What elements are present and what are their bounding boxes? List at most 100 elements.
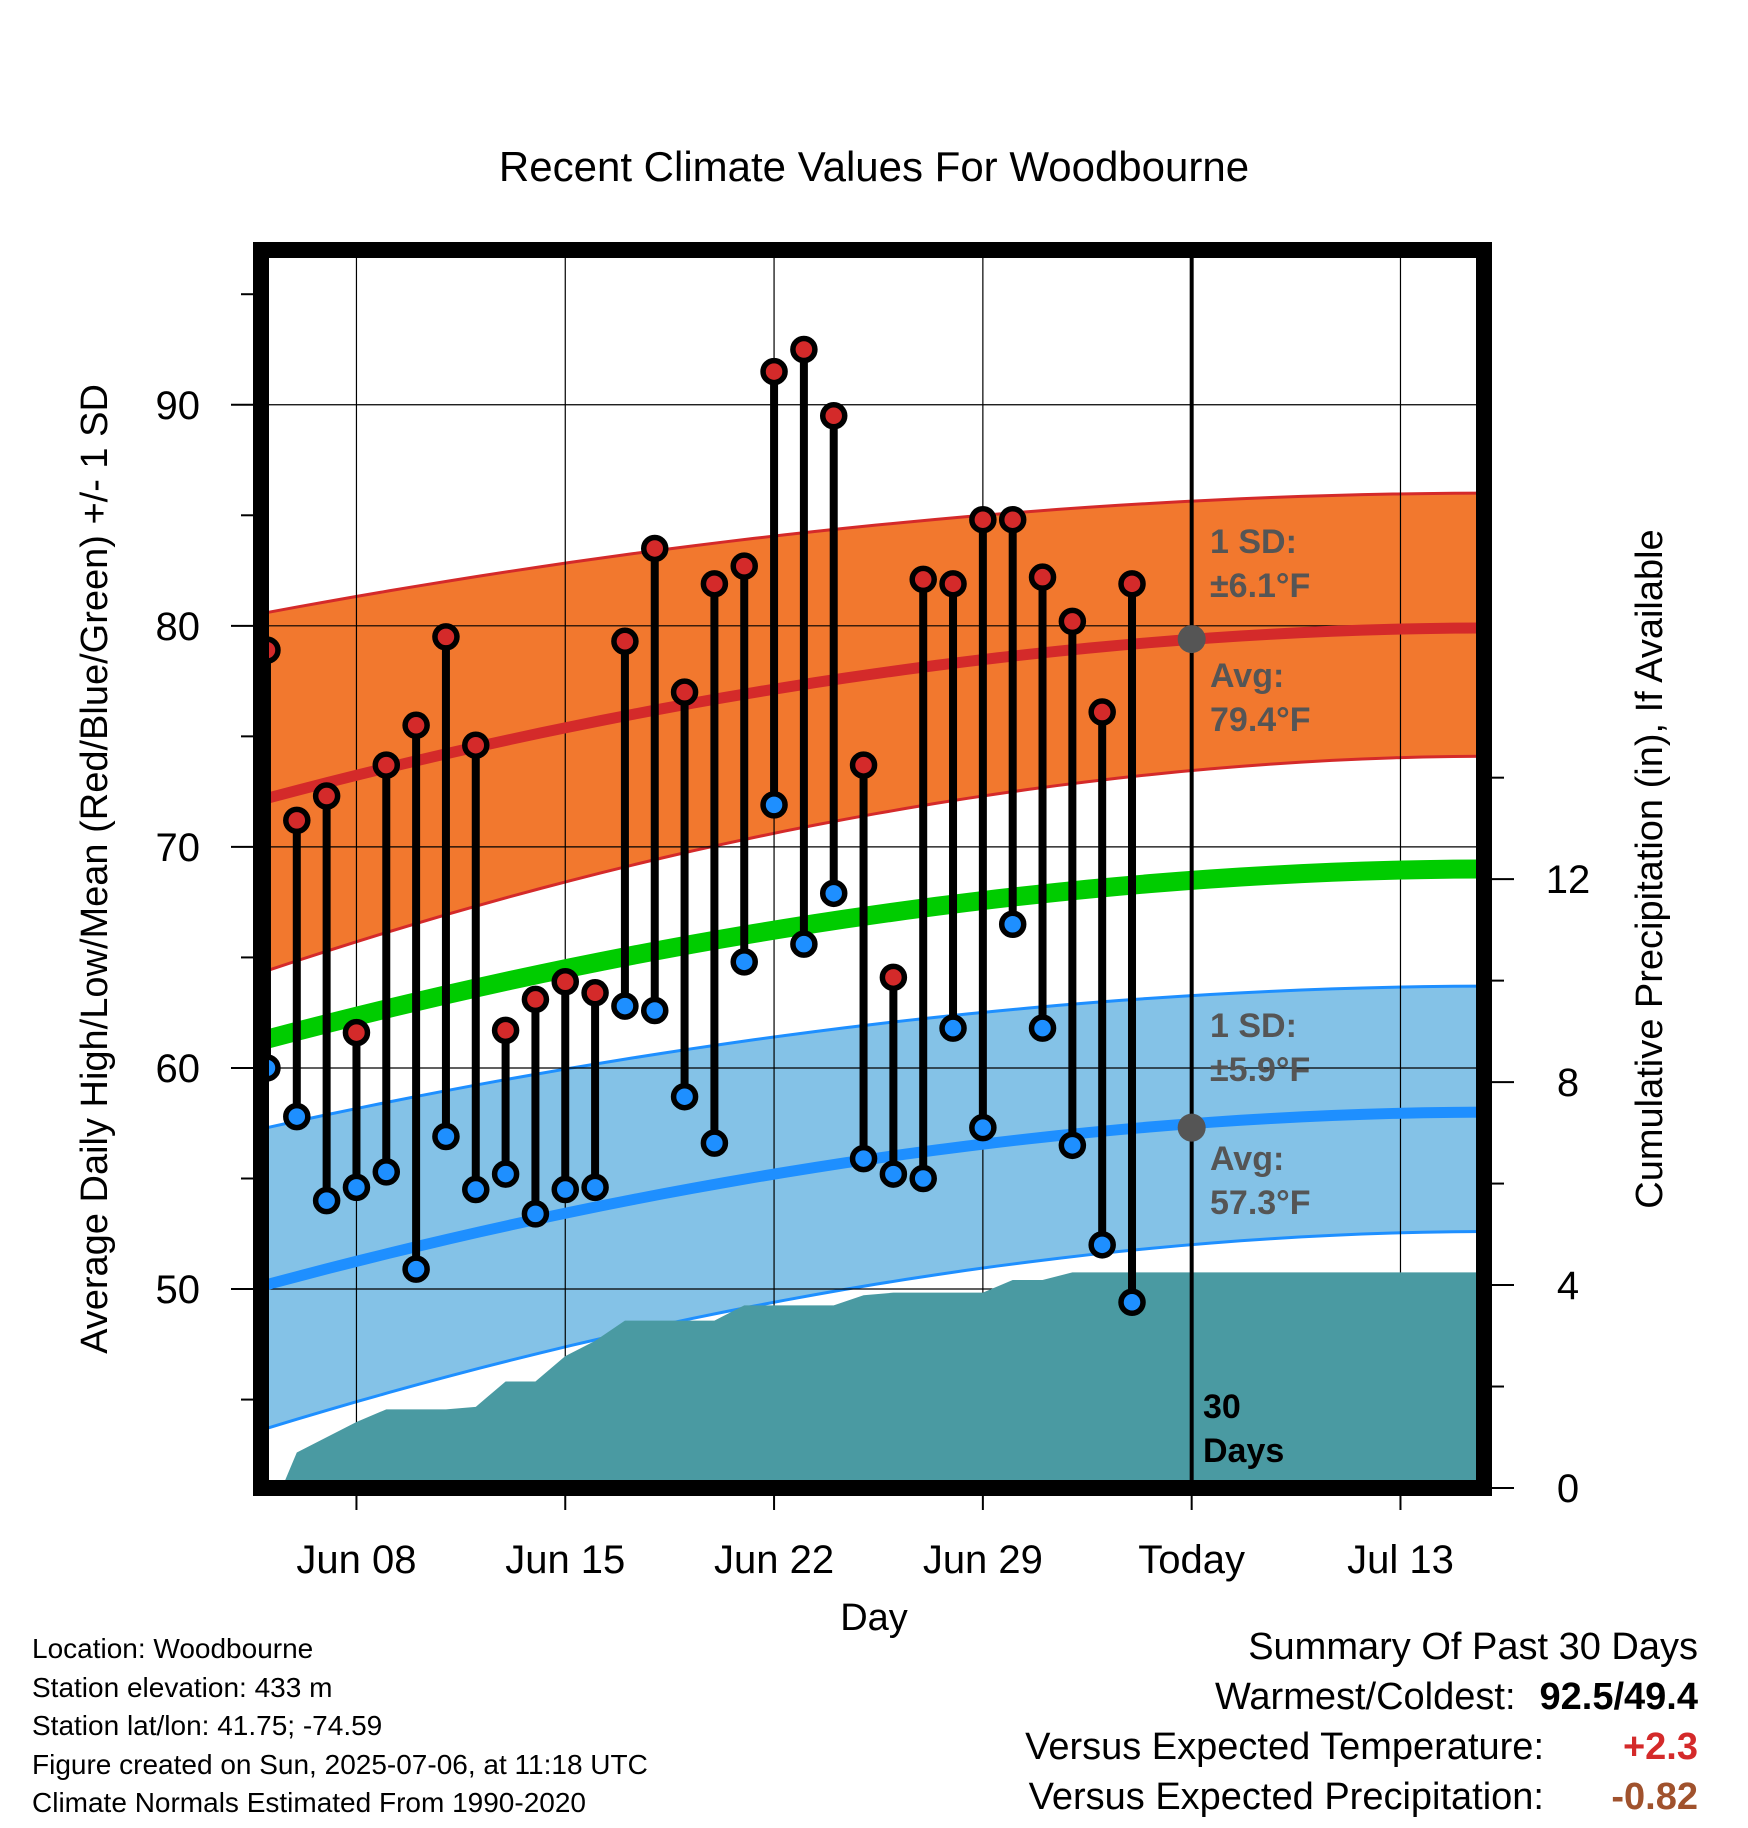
low-point-4 (372, 1158, 401, 1186)
y-left-tick-label-4: 90 (156, 384, 201, 428)
low-sd-band-lower-edge (266, 1230, 1484, 1430)
normal-mean-line (264, 859, 1484, 1049)
elevation-text: Station elevation: 433 m (32, 1671, 333, 1703)
low-point-9 (521, 1200, 550, 1228)
normals-text: Climate Normals Estimated From 1990-2020 (32, 1787, 586, 1818)
low-point-26 (1028, 1014, 1057, 1042)
temp-row: Versus Expected Temperature: +2.3 (1025, 1722, 1698, 1772)
high-point-11 (581, 979, 609, 1007)
high-point-12 (611, 627, 639, 656)
y-right-tick-label-1: 4 (1557, 1264, 1579, 1308)
plot-frame (253, 242, 1492, 1496)
chart-title: Recent Climate Values For Woodbourne (499, 143, 1249, 190)
high-point-14 (670, 678, 699, 706)
high-point-22 (909, 565, 937, 594)
high-point-17 (760, 357, 788, 386)
warm-cold-row: Warmest/Coldest: 92.5/49.4 (1025, 1672, 1698, 1722)
low-point-27 (1058, 1131, 1087, 1160)
low-point-7 (462, 1175, 490, 1204)
created-text: Figure created on Sun, 2025-07-06, at 11… (32, 1748, 648, 1780)
high-point-26 (1028, 563, 1057, 591)
high-point-28 (1088, 698, 1116, 726)
normal-bands (266, 491, 1484, 1430)
today-avg-high-marker (1177, 625, 1206, 654)
low-point-19 (819, 879, 848, 908)
y-left-tick-label-0: 50 (156, 1268, 201, 1312)
x-tick-label-3: Jun 29 (923, 1538, 1043, 1582)
high-sd-band-upper-edge (266, 491, 1484, 615)
low-sd-value: ±5.9°F (1210, 1051, 1310, 1089)
low-point-22 (909, 1164, 937, 1193)
high-point-9 (521, 985, 550, 1014)
high-avg-value: 79.4°F (1210, 701, 1311, 739)
high-point-24 (969, 505, 997, 534)
precipitation-area (281, 1272, 1484, 1488)
x-axis-label: Day (840, 1597, 908, 1639)
x-tick-label-0: Jun 08 (296, 1538, 416, 1582)
high-point-5 (402, 711, 430, 740)
low-point-1 (283, 1102, 311, 1131)
high-sd-label: 1 SD: (1210, 523, 1297, 561)
low-avg-label: Avg: (1210, 1140, 1284, 1178)
y-right-tick-label-2: 8 (1557, 1061, 1579, 1105)
precip-row: Versus Expected Precipitation: -0.82 (1025, 1772, 1698, 1822)
high-sd-value: ±6.1°F (1210, 567, 1310, 605)
precip-area-fill (281, 1272, 1484, 1488)
high-point-1 (283, 806, 311, 835)
low-point-13 (640, 996, 669, 1025)
y-left-tick-label-3: 80 (156, 605, 201, 649)
annotations: 1 SD: ±6.1°F Avg: 79.4°F 1 SD: ±5.9°F Av… (1203, 523, 1311, 1470)
today-line (1177, 250, 1206, 1488)
high-avg-label: Avg: (1210, 657, 1284, 695)
days-unit-label: Days (1203, 1432, 1284, 1470)
high-point-21 (879, 963, 908, 992)
low-point-18 (790, 930, 818, 958)
low-avg-value: 57.3°F (1210, 1184, 1311, 1222)
low-point-5 (402, 1255, 430, 1283)
low-point-28 (1088, 1231, 1116, 1259)
high-point-27 (1058, 607, 1087, 636)
precip-value: -0.82 (1611, 1776, 1698, 1818)
high-sd-band (266, 493, 1484, 971)
summary-heading: Summary Of Past 30 Days (1248, 1626, 1698, 1668)
low-point-17 (760, 791, 788, 819)
low-point-15 (700, 1129, 729, 1157)
low-point-2 (312, 1186, 341, 1215)
low-point-16 (730, 948, 758, 976)
y-right-tick-label-0: 0 (1557, 1467, 1579, 1511)
low-point-29 (1118, 1288, 1146, 1317)
high-point-23 (939, 570, 967, 598)
low-point-24 (969, 1113, 997, 1142)
low-point-3 (342, 1173, 371, 1202)
location-text: Location: Woodbourne (32, 1633, 314, 1664)
warm-cold-value: 92.5/49.4 (1539, 1676, 1698, 1718)
high-point-18 (790, 335, 818, 364)
low-point-12 (611, 992, 639, 1020)
low-sd-band (266, 986, 1484, 1429)
high-sd-band-lower-edge (266, 754, 1484, 973)
high-point-13 (640, 534, 669, 563)
low-point-8 (491, 1160, 520, 1188)
low-sd-band-upper-edge (266, 984, 1484, 1130)
high-point-3 (342, 1018, 371, 1047)
low-point-23 (939, 1014, 967, 1042)
x-tick-label-5: Jul 13 (1347, 1538, 1454, 1582)
high-point-29 (1118, 570, 1146, 598)
low-point-14 (670, 1082, 699, 1111)
precip-label: Versus Expected Precipitation: (1028, 1776, 1544, 1818)
low-point-6 (432, 1122, 460, 1151)
high-point-8 (491, 1016, 520, 1045)
low-point-20 (849, 1144, 878, 1173)
axes: Jun 08 Jun 15 Jun 22 Jun 29 Today Jul 13 50 60 7… (156, 293, 1591, 1582)
x-tick-label-1: Jun 15 (505, 1538, 625, 1582)
high-point-7 (462, 731, 490, 759)
x-tick-label-2: Jun 22 (714, 1538, 834, 1582)
today-avg-low-marker (1177, 1113, 1206, 1142)
temp-label: Versus Expected Temperature: (1025, 1726, 1544, 1768)
high-point-10 (551, 967, 580, 996)
y-axis-left-label: Average Daily High/Low/Mean (Red/Blue/Gr… (74, 384, 116, 1354)
latlon-text: Station lat/lon: 41.75; -74.59 (32, 1710, 383, 1741)
high-point-20 (849, 751, 878, 779)
y-right-tick-label-3: 12 (1546, 858, 1591, 902)
low-point-21 (879, 1160, 908, 1188)
